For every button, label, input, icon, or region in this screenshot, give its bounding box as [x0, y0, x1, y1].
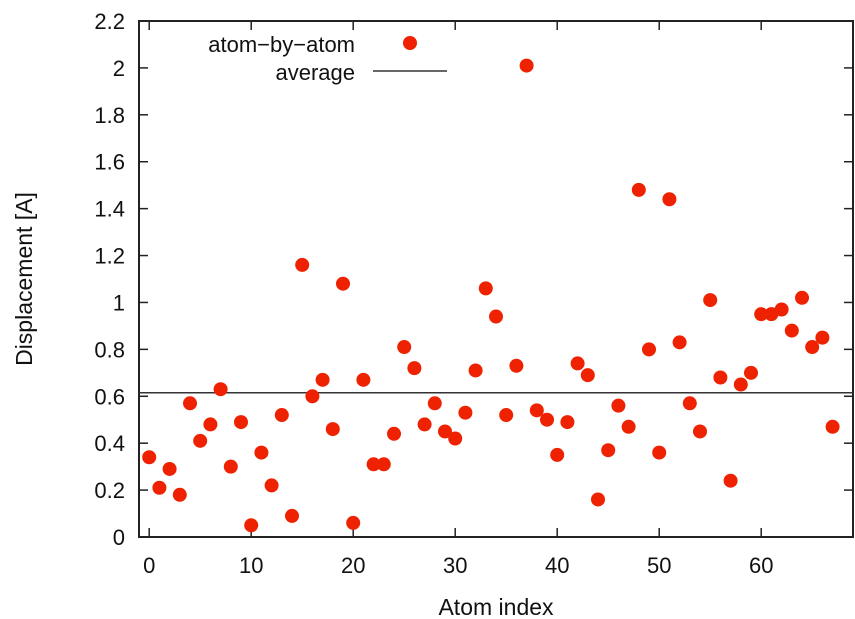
- data-point: [785, 324, 799, 338]
- data-point: [346, 516, 360, 530]
- data-point: [826, 420, 840, 434]
- data-point: [407, 361, 421, 375]
- data-point: [316, 373, 330, 387]
- legend-marker-points: [403, 36, 417, 50]
- data-point: [193, 434, 207, 448]
- data-point: [611, 399, 625, 413]
- y-tick-label: 1.8: [94, 103, 125, 128]
- data-point: [305, 389, 319, 403]
- data-point: [254, 446, 268, 460]
- data-point: [520, 59, 534, 73]
- data-point: [815, 331, 829, 345]
- data-point: [744, 366, 758, 380]
- data-point: [601, 443, 615, 457]
- y-axis: 0 0.2 0.4 0.6 0.8 1 1.2 1.4 1.6 1.8 2 2.2: [94, 9, 853, 550]
- x-tick-label: 60: [749, 553, 773, 578]
- x-tick-label: 0: [143, 553, 155, 578]
- data-point: [214, 382, 228, 396]
- x-tick-label: 50: [647, 553, 671, 578]
- x-axis-title: Atom index: [438, 594, 554, 619]
- data-point: [326, 422, 340, 436]
- data-point: [581, 368, 595, 382]
- data-point: [163, 462, 177, 476]
- y-tick-label: 1: [113, 290, 125, 315]
- y-tick-label: 0.6: [94, 384, 125, 409]
- data-point: [591, 492, 605, 506]
- data-point: [142, 450, 156, 464]
- legend-label-points: atom−by−atom: [208, 32, 355, 57]
- data-point: [285, 509, 299, 523]
- data-point: [356, 373, 370, 387]
- data-point: [713, 371, 727, 385]
- data-point: [224, 460, 238, 474]
- data-point: [795, 291, 809, 305]
- data-point: [775, 302, 789, 316]
- x-tick-label: 20: [341, 553, 365, 578]
- data-point: [571, 356, 585, 370]
- data-point: [652, 446, 666, 460]
- data-point: [642, 342, 656, 356]
- data-point: [632, 183, 646, 197]
- data-point: [275, 408, 289, 422]
- y-tick-label: 1.6: [94, 150, 125, 175]
- data-point: [509, 359, 523, 373]
- plot-frame: [139, 21, 853, 537]
- data-point: [448, 431, 462, 445]
- data-point: [387, 427, 401, 441]
- data-point: [540, 413, 554, 427]
- y-tick-label: 2: [113, 56, 125, 81]
- plot-border: [139, 21, 853, 537]
- series-layer: [139, 59, 853, 533]
- data-point: [734, 378, 748, 392]
- y-tick-label: 2.2: [94, 9, 125, 34]
- x-tick-label: 30: [443, 553, 467, 578]
- data-point: [683, 396, 697, 410]
- data-point: [550, 448, 564, 462]
- data-point: [377, 457, 391, 471]
- data-point: [152, 481, 166, 495]
- data-point: [295, 258, 309, 272]
- y-tick-label: 1.4: [94, 197, 125, 222]
- data-point: [622, 420, 636, 434]
- data-point: [173, 488, 187, 502]
- data-point: [662, 192, 676, 206]
- y-tick-label: 0: [113, 525, 125, 550]
- legend: atom−by−atom average: [208, 32, 447, 85]
- data-point: [489, 310, 503, 324]
- x-tick-label: 40: [545, 553, 569, 578]
- data-point: [265, 478, 279, 492]
- x-tick-label: 10: [239, 553, 263, 578]
- data-point: [469, 363, 483, 377]
- y-tick-label: 0.8: [94, 337, 125, 362]
- data-point: [234, 415, 248, 429]
- data-point: [499, 408, 513, 422]
- data-point: [693, 424, 707, 438]
- y-tick-label: 0.4: [94, 431, 125, 456]
- data-point: [203, 417, 217, 431]
- data-point: [458, 406, 472, 420]
- data-point: [703, 293, 717, 307]
- y-tick-label: 0.2: [94, 478, 125, 503]
- data-point: [479, 281, 493, 295]
- data-point: [336, 277, 350, 291]
- x-axis: 0 10 20 30 40 50 60: [143, 21, 773, 578]
- data-point: [724, 474, 738, 488]
- data-point: [244, 518, 258, 532]
- data-point: [428, 396, 442, 410]
- data-point: [183, 396, 197, 410]
- data-point: [397, 340, 411, 354]
- legend-label-average: average: [275, 60, 355, 85]
- y-axis-title: Displacement [A]: [11, 192, 37, 366]
- data-point: [560, 415, 574, 429]
- y-tick-label: 1.2: [94, 244, 125, 269]
- data-point: [673, 335, 687, 349]
- data-point: [418, 417, 432, 431]
